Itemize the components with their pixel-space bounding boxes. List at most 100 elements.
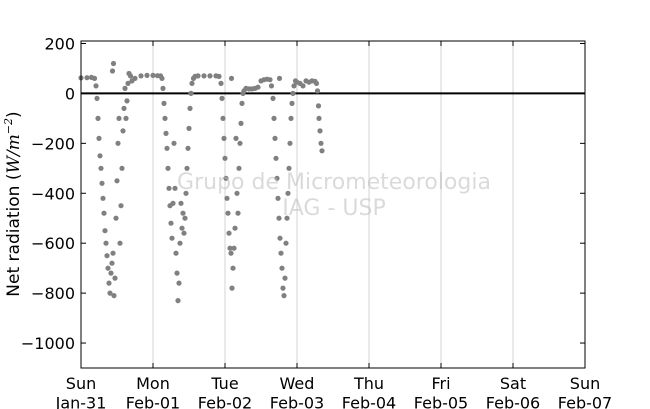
data-point <box>315 103 322 109</box>
data-point <box>111 293 117 299</box>
data-point <box>117 240 123 246</box>
data-point <box>189 80 195 86</box>
data-point <box>278 250 284 256</box>
y-axis-label-unit: W/m <box>4 134 24 173</box>
data-point <box>109 260 115 266</box>
data-point <box>216 73 222 79</box>
data-point <box>108 270 114 276</box>
data-point <box>228 75 235 81</box>
data-point <box>173 250 179 256</box>
data-point <box>162 115 168 121</box>
data-point <box>227 245 233 251</box>
y-axis: 200 0 −200 −400 −600 −800 −1000 <box>21 34 585 353</box>
data-point <box>207 73 213 79</box>
x-tick-label-day: Sun <box>570 374 600 393</box>
data-point <box>188 90 194 96</box>
data-point <box>238 120 244 126</box>
data-point <box>284 215 290 221</box>
data-point <box>187 105 193 111</box>
data-point <box>125 80 131 86</box>
data-point <box>234 190 240 196</box>
data-point <box>184 165 190 171</box>
y-tick-label: −1000 <box>21 334 75 353</box>
data-point <box>159 75 165 81</box>
data-point <box>229 285 235 291</box>
data-point <box>98 165 104 171</box>
data-point <box>177 240 183 246</box>
data-point <box>112 275 118 281</box>
data-point <box>222 155 228 161</box>
data-point <box>104 253 110 259</box>
watermark-line-1: Grupo de Micrometeorologia <box>177 170 491 195</box>
data-point <box>224 195 230 201</box>
data-point <box>235 210 241 216</box>
data-point <box>201 73 207 79</box>
data-point <box>169 235 175 241</box>
x-tick-label-date: Feb-03 <box>270 394 324 409</box>
vertical-gridlines <box>152 41 514 368</box>
data-point <box>106 280 112 286</box>
data-point <box>116 115 122 121</box>
data-point <box>124 98 130 104</box>
data-point <box>276 75 283 81</box>
x-tick-label-day: Thu <box>353 374 384 393</box>
data-point <box>123 115 129 121</box>
x-tick-label-day: Tue <box>210 374 238 393</box>
data-point <box>97 153 103 159</box>
y-tick-label: 200 <box>44 34 75 53</box>
data-point <box>164 145 170 151</box>
data-point <box>110 250 116 256</box>
data-point <box>274 175 280 181</box>
x-tick-label-day: Fri <box>431 374 450 393</box>
data-point <box>221 135 227 141</box>
y-axis-label-main: Net radiation ( <box>4 174 24 297</box>
y-tick-label: −800 <box>31 284 75 303</box>
data-point <box>160 85 166 91</box>
data-point <box>119 165 125 171</box>
data-point <box>277 235 283 241</box>
data-point <box>287 140 293 146</box>
watermark-line-2: IAG - USP <box>282 196 385 221</box>
data-point <box>220 115 226 121</box>
data-point <box>132 75 138 81</box>
data-point <box>100 195 106 201</box>
x-tick-label-date: Jan-31 <box>55 394 107 409</box>
data-point <box>195 73 201 79</box>
data-point <box>223 175 229 181</box>
data-point <box>172 185 178 191</box>
data-point <box>105 265 111 271</box>
data-point <box>175 298 181 304</box>
data-point <box>318 140 324 146</box>
data-point <box>93 83 99 89</box>
data-point <box>268 83 275 89</box>
data-point <box>279 265 285 271</box>
data-point <box>91 75 98 81</box>
data-point <box>114 178 120 184</box>
data-point <box>225 210 231 216</box>
data-point <box>319 148 325 154</box>
data-point <box>96 135 102 141</box>
data-point <box>179 225 185 231</box>
x-tick-label-day: Sun <box>66 374 96 393</box>
x-tick-label-date: Feb-06 <box>486 394 540 409</box>
data-point <box>161 100 167 106</box>
data-point <box>289 100 295 106</box>
data-point <box>118 203 124 209</box>
data-point <box>283 240 289 246</box>
data-point <box>113 215 119 221</box>
data-point <box>219 95 225 101</box>
data-point <box>84 75 90 81</box>
data-point <box>103 240 109 246</box>
y-axis-label-close: ) <box>4 111 24 118</box>
y-axis-label-exponent: −2 <box>2 118 15 134</box>
y-tick-label: −200 <box>31 134 75 153</box>
data-point <box>170 200 176 206</box>
data-point <box>99 180 105 186</box>
data-point <box>165 165 171 171</box>
data-point <box>127 73 134 79</box>
data-point <box>226 230 232 236</box>
data-point <box>285 190 291 196</box>
x-tick-label-day: Mon <box>136 374 170 393</box>
data-point <box>171 140 177 146</box>
